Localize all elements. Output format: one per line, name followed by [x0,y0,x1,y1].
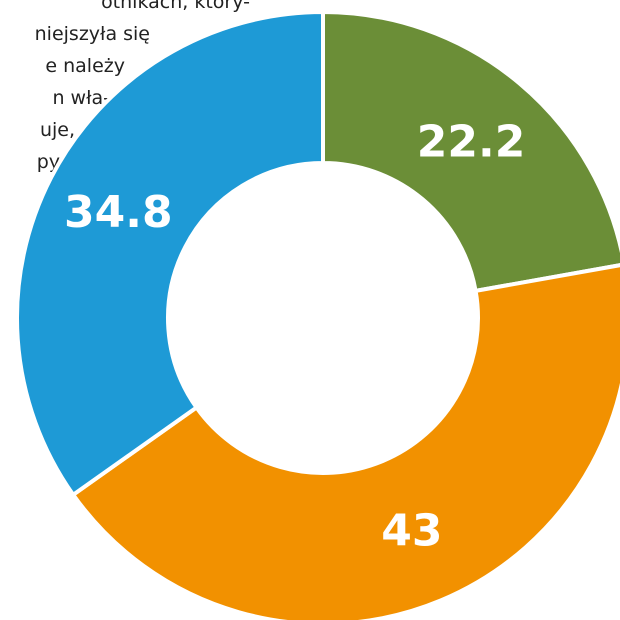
background-text-line: otnikach, który- [101,0,250,13]
background-text-line: py [37,151,60,173]
background-text-line: niejszyła się [35,23,150,45]
background-text-line: uje, [40,119,75,141]
background-text-line: n wła- [52,87,110,109]
donut-slice [15,9,325,498]
donut-slice [70,263,620,620]
slice-label: 43 [381,506,442,557]
background-text-line: e należy [45,55,125,77]
slice-label: 34.8 [64,187,173,238]
slice-label: 22.2 [417,116,526,167]
donut-slice [321,9,620,294]
